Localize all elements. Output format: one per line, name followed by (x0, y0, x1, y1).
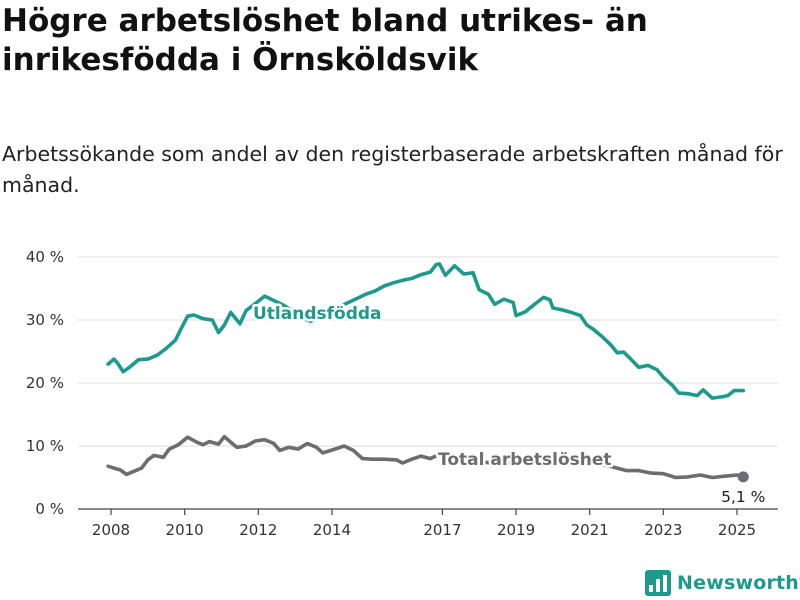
series-labels: Utlandsfödda Total arbetslöshet (251, 302, 615, 473)
x-tick-label: 2021 (571, 521, 609, 539)
y-tick-label: 20 % (26, 374, 64, 392)
series-lines (106, 262, 746, 480)
x-tick-label: 2012 (239, 521, 277, 539)
series-line-total-arbetslöshet (106, 434, 746, 480)
page-title: Högre arbetslöshet bland utrikes- än inr… (2, 3, 648, 78)
series-label: Utlandsfödda (253, 304, 382, 324)
series-line-utlandsfödda (106, 262, 746, 400)
x-tick-label: 2010 (166, 521, 204, 539)
x-tick-label: 2014 (313, 521, 351, 539)
x-tick-label: 2023 (644, 521, 682, 539)
y-tick-label: 30 % (26, 311, 64, 329)
x-tick-label: 2008 (92, 521, 130, 539)
end-value-label: 5,1 % (721, 488, 765, 506)
y-tick-label: 40 % (26, 248, 64, 266)
newsworthy-logo-icon (645, 570, 671, 596)
page-subtitle: Arbetssökande som andel av den registerb… (2, 142, 783, 197)
x-tick-label: 2017 (423, 521, 461, 539)
y-axis-ticks: 0 % 10 % 20 % 30 % 40 % (26, 248, 64, 518)
x-axis: 2008 2010 2012 2014 2017 2019 2021 2023 2025 (92, 509, 756, 539)
y-tick-label: 10 % (26, 437, 64, 455)
series-label: Total arbetslöshet (438, 450, 612, 470)
annotations: 5,1 % (721, 471, 765, 506)
x-tick-label: 2019 (497, 521, 535, 539)
grid-lines (78, 256, 778, 510)
newsworthy-logo: Newsworthy (645, 569, 800, 597)
brand-name: Newsworthy (677, 572, 800, 594)
end-point-marker (737, 471, 749, 483)
x-tick-label: 2025 (718, 521, 756, 539)
y-tick-label: 0 % (35, 500, 64, 518)
